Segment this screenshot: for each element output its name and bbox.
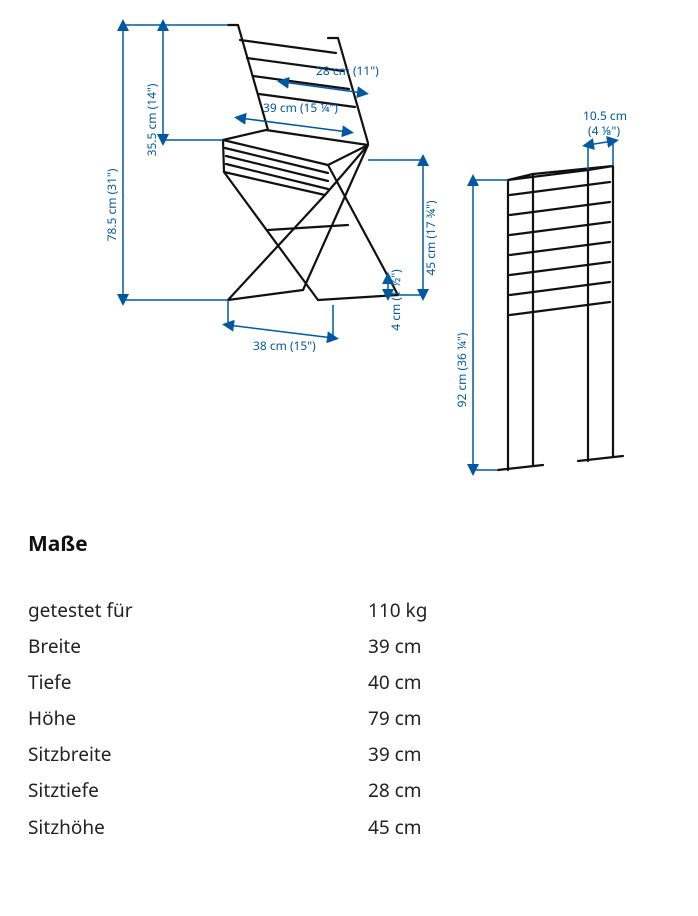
spec-value: 39 cm: [368, 628, 568, 664]
spec-row: Sitzbreite 39 cm: [28, 736, 568, 772]
spec-label: Höhe: [28, 700, 368, 736]
dim-folded-height: 92 cm (36 ¼"): [453, 332, 470, 407]
chair-open-dimensions: 78.5 cm (31") 35.5 cm (14") 28 cm (11") …: [103, 25, 439, 354]
spec-label: Breite: [28, 628, 368, 664]
spec-label: Sitzbreite: [28, 736, 368, 772]
spec-value: 39 cm: [368, 736, 568, 772]
dim-seat-depth-top: 28 cm (11"): [316, 62, 379, 79]
dim-seat-width: 39 cm (15 ¼"): [263, 99, 338, 116]
spec-value: 79 cm: [368, 700, 568, 736]
spec-label: getestet für: [28, 592, 368, 628]
dim-height-total: 78.5 cm (31"): [103, 168, 120, 241]
page: 78.5 cm (31") 35.5 cm (14") 28 cm (11") …: [0, 0, 698, 885]
spec-label: Sitztiefe: [28, 772, 368, 808]
spec-value: 110 kg: [368, 592, 568, 628]
dimension-diagram: 78.5 cm (31") 35.5 cm (14") 28 cm (11") …: [28, 0, 670, 500]
spec-row: Breite 39 cm: [28, 628, 568, 664]
spec-value: 28 cm: [368, 772, 568, 808]
dim-seat-height: 45 cm (17 ¾"): [422, 200, 439, 276]
chair-folded-dimensions: 10.5 cm (4 ⅛") 92 cm (36 ¼"): [453, 107, 627, 470]
dim-ground-clear: 4 cm (1 ½"): [387, 269, 404, 331]
spec-value: 45 cm: [368, 809, 568, 845]
spec-row: Höhe 79 cm: [28, 700, 568, 736]
dim-base-depth: 38 cm (15"): [253, 337, 316, 354]
specs-table: getestet für 110 kg Breite 39 cm Tiefe 4…: [28, 592, 568, 845]
dim-folded-depth-line2: (4 ⅛"): [588, 122, 620, 139]
spec-value: 40 cm: [368, 664, 568, 700]
chair-folded-drawing: [498, 166, 623, 470]
specs-heading: Maße: [28, 530, 670, 558]
diagram-svg: 78.5 cm (31") 35.5 cm (14") 28 cm (11") …: [28, 0, 670, 500]
spec-row: Sitztiefe 28 cm: [28, 772, 568, 808]
spec-row: getestet für 110 kg: [28, 592, 568, 628]
spec-row: Tiefe 40 cm: [28, 664, 568, 700]
dim-height-back: 35.5 cm (14"): [143, 83, 160, 156]
spec-row: Sitzhöhe 45 cm: [28, 809, 568, 845]
spec-label: Sitzhöhe: [28, 809, 368, 845]
spec-label: Tiefe: [28, 664, 368, 700]
